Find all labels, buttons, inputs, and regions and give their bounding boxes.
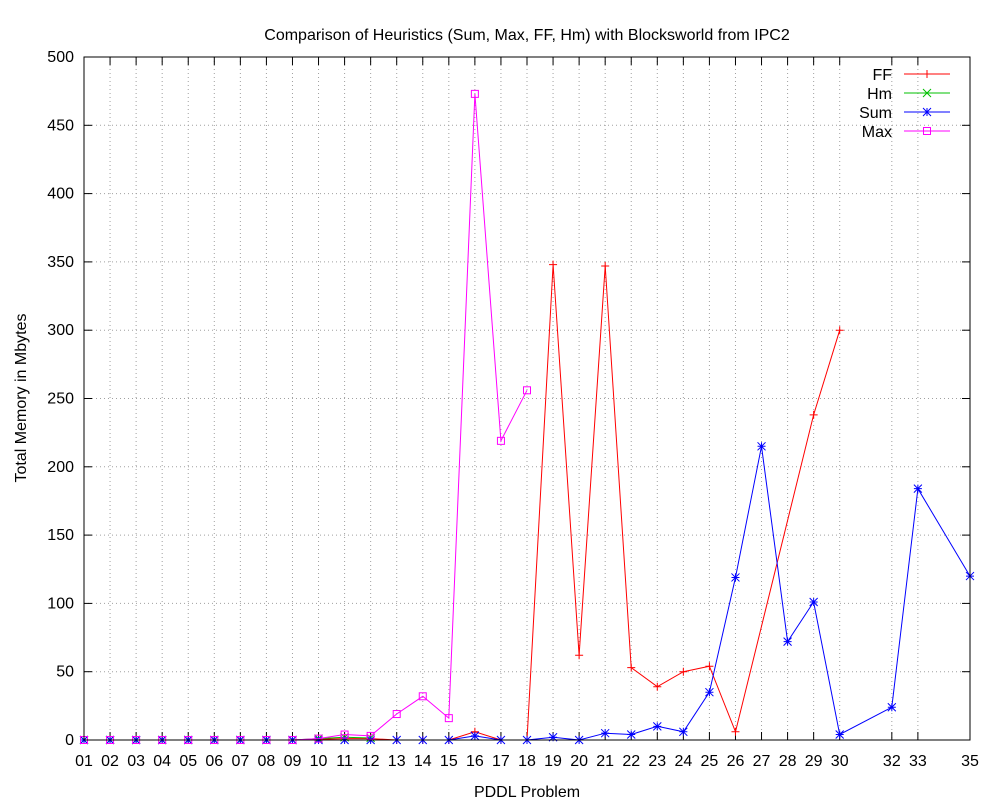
x-tick-label: 01 bbox=[75, 753, 93, 770]
x-tick-label: 18 bbox=[518, 753, 536, 770]
data-point-ff bbox=[835, 326, 844, 335]
x-tick-label: 35 bbox=[961, 753, 979, 770]
y-tick-label: 100 bbox=[47, 595, 74, 612]
x-tick-label: 24 bbox=[674, 753, 692, 770]
data-point-sum bbox=[731, 573, 740, 582]
x-tick-label: 17 bbox=[492, 753, 510, 770]
x-tick-label: 33 bbox=[909, 753, 927, 770]
x-tick-label: 02 bbox=[101, 753, 119, 770]
x-tick-label: 03 bbox=[127, 753, 145, 770]
data-point-sum bbox=[783, 637, 792, 647]
data-point-sum bbox=[470, 731, 480, 741]
legend-marker-max bbox=[923, 127, 931, 135]
data-point-max bbox=[392, 710, 401, 719]
x-tick-label: 14 bbox=[414, 753, 432, 770]
data-point-max bbox=[314, 734, 323, 743]
x-tick-label: 32 bbox=[883, 753, 901, 770]
data-point-sum bbox=[913, 484, 923, 494]
data-point-max bbox=[444, 714, 453, 723]
legend-label-max: Max bbox=[862, 124, 892, 141]
x-tick-label: 12 bbox=[362, 753, 380, 770]
x-tick-label: 10 bbox=[310, 753, 328, 770]
data-point-sum bbox=[835, 730, 845, 739]
x-tick-label: 19 bbox=[544, 753, 562, 770]
x-tick-label: 23 bbox=[648, 753, 666, 770]
data-point-sum bbox=[809, 597, 819, 607]
legend-label-hm: Hm bbox=[867, 86, 892, 103]
plot-frame bbox=[83, 56, 971, 741]
data-point-sum bbox=[652, 721, 662, 731]
y-tick-label: 400 bbox=[47, 186, 74, 203]
chart-title: Comparison of Heuristics (Sum, Max, FF, … bbox=[264, 27, 790, 44]
series-line-ff bbox=[84, 264, 841, 741]
x-tick-label: 27 bbox=[753, 753, 771, 770]
x-axis-ticks: 01 02 03 04 05 06 07 08 09 10 11 12 13 14 15 16 17 18 19 20… bbox=[75, 57, 979, 770]
y-tick-label: 300 bbox=[47, 322, 74, 339]
data-point-ff bbox=[731, 727, 740, 736]
series-line-max bbox=[84, 93, 528, 741]
data-point-max bbox=[496, 436, 505, 445]
y-axis-label: Total Memory in Mbytes bbox=[13, 314, 30, 483]
data-point-max bbox=[470, 89, 479, 98]
y-tick-label: 500 bbox=[47, 49, 74, 66]
data-point-ff bbox=[809, 410, 818, 419]
y-axis-ticks: 0 50 100 150 200 250 300 350 400 450 500 bbox=[47, 49, 970, 749]
data-point-max bbox=[340, 730, 349, 739]
x-tick-label: 21 bbox=[596, 753, 614, 770]
data-point-sum bbox=[548, 732, 558, 742]
x-tick-label: 13 bbox=[388, 753, 406, 770]
y-tick-label: 450 bbox=[47, 117, 74, 134]
legend-marker-sum bbox=[922, 107, 932, 117]
x-tick-label: 29 bbox=[805, 753, 823, 770]
data-point-max bbox=[523, 386, 531, 395]
grid-lines bbox=[84, 57, 970, 740]
y-tick-label: 0 bbox=[65, 732, 74, 749]
legend-label-sum: Sum bbox=[859, 105, 892, 122]
x-tick-label: 26 bbox=[727, 753, 745, 770]
legend-marker-hm bbox=[922, 88, 932, 98]
x-tick-label: 08 bbox=[258, 753, 276, 770]
data-point-sum bbox=[757, 441, 766, 451]
data-point-ff bbox=[705, 662, 714, 671]
data-point-max bbox=[418, 692, 427, 701]
data-point-sum bbox=[678, 727, 688, 737]
y-tick-label: 200 bbox=[47, 459, 74, 476]
data-point-sum bbox=[626, 730, 636, 739]
data-point-ff bbox=[601, 261, 610, 270]
y-tick-label: 50 bbox=[56, 664, 74, 681]
x-tick-label: 25 bbox=[701, 753, 719, 770]
data-point-ff bbox=[575, 651, 584, 660]
x-tick-label: 09 bbox=[284, 753, 302, 770]
data-point-max bbox=[366, 731, 375, 740]
x-tick-label: 06 bbox=[205, 753, 223, 770]
series-ff bbox=[80, 260, 844, 744]
series-max bbox=[80, 89, 531, 744]
x-tick-label: 05 bbox=[179, 753, 197, 770]
x-tick-label: 04 bbox=[153, 753, 171, 770]
x-tick-label: 30 bbox=[831, 753, 849, 770]
x-tick-label: 07 bbox=[231, 753, 249, 770]
data-point-sum bbox=[887, 702, 897, 712]
legend: FF Hm Sum Max bbox=[859, 67, 950, 141]
x-tick-label: 15 bbox=[440, 753, 458, 770]
data-point-sum bbox=[600, 728, 610, 738]
x-tick-label: 20 bbox=[570, 753, 588, 770]
x-axis-label: PDDL Problem bbox=[474, 784, 580, 800]
legend-label-ff: FF bbox=[872, 67, 892, 84]
x-tick-label: 28 bbox=[779, 753, 797, 770]
x-tick-label: 11 bbox=[336, 753, 353, 770]
data-point-ff bbox=[549, 260, 558, 269]
x-tick-label: 22 bbox=[622, 753, 640, 770]
y-tick-label: 350 bbox=[47, 254, 74, 271]
data-point-ff bbox=[627, 663, 636, 672]
x-tick-label: 16 bbox=[466, 753, 484, 770]
data-point-ff bbox=[653, 682, 662, 691]
legend-marker-ff bbox=[923, 70, 931, 78]
y-tick-label: 250 bbox=[47, 391, 74, 408]
data-point-ff bbox=[679, 667, 688, 676]
data-point-sum bbox=[705, 687, 714, 697]
y-tick-label: 150 bbox=[47, 527, 74, 544]
